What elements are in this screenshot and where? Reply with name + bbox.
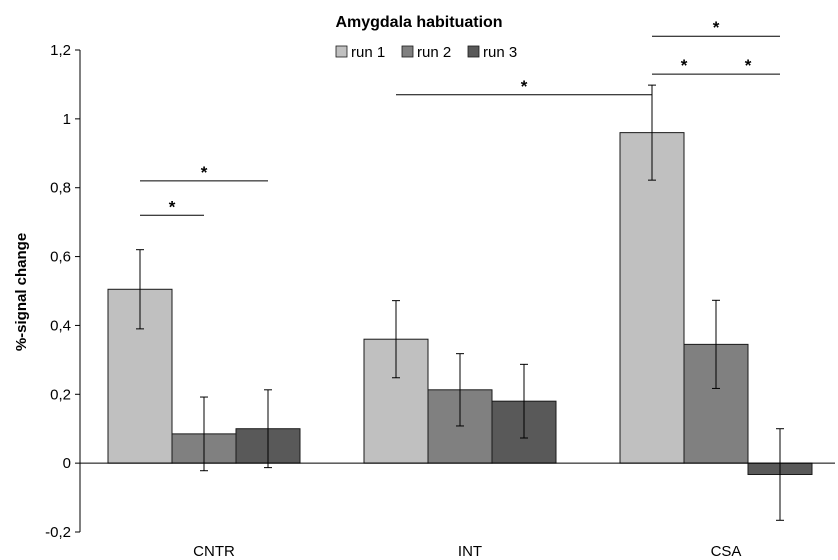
category-label: CNTR	[193, 543, 235, 560]
y-tick-label: 1,2	[50, 42, 71, 59]
y-tick-label: 0,6	[50, 249, 71, 266]
significance-markers: * * * * * *	[140, 18, 780, 216]
axes	[79, 50, 835, 532]
significance-star: *	[201, 163, 208, 182]
chart-title: Amygdala habituation	[335, 14, 502, 31]
error-bars	[136, 84, 784, 521]
y-axis-label: %-signal change	[13, 233, 30, 351]
y-tick-label: 0,8	[50, 180, 71, 197]
legend-label: run 2	[417, 44, 451, 61]
significance-star: *	[169, 197, 176, 216]
y-tick-label: 0,4	[50, 317, 71, 334]
y-tick-label: 0	[63, 455, 71, 472]
legend: run 1 run 2 run 3	[335, 44, 517, 61]
bar-run-1-CSA	[619, 132, 685, 464]
y-tick-label: -0,2	[45, 524, 71, 541]
y-tick-label: 0,2	[50, 386, 71, 403]
significance-star: *	[713, 18, 720, 37]
y-tick-label: 1	[63, 111, 71, 128]
category-label: CSA	[711, 543, 742, 560]
y-axis-ticks: -0,2 0 0,2 0,4 0,6 0,8 1 1,2	[45, 42, 80, 541]
significance-star: *	[681, 56, 688, 75]
legend-label: run 1	[351, 44, 385, 61]
category-labels: CNTR INT CSA	[193, 543, 741, 560]
significance-star: *	[521, 77, 528, 96]
legend-swatch	[401, 45, 414, 58]
legend-swatch	[467, 45, 480, 58]
significance-star: *	[745, 56, 752, 75]
legend-label: run 3	[483, 44, 517, 61]
legend-swatch	[335, 45, 348, 58]
category-label: INT	[458, 543, 482, 560]
